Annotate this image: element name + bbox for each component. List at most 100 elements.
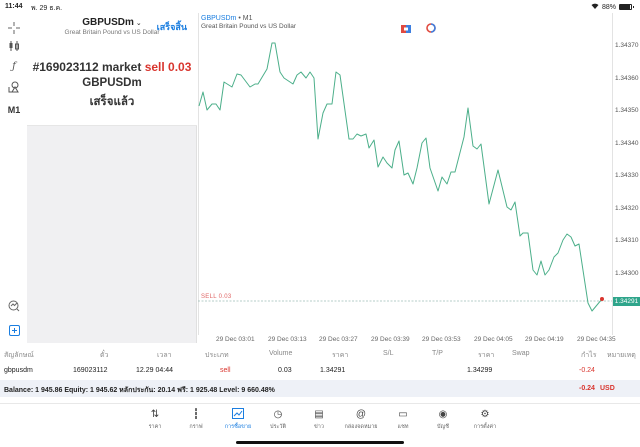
chart-icon: ┇ [192,409,200,420]
price-chart[interactable]: GBPUSDm • M1 Great Britain Pound vs US D… [198,13,640,335]
cell-type: sell [220,367,231,374]
candlestick-icon [9,41,19,51]
chart-timeframe: M1 [242,15,253,22]
price-line [198,42,603,312]
cell-profit: -0.24 [579,367,595,374]
nav-trade[interactable]: การซื้อขาย [218,408,258,431]
cell-symbol: gbpusdm [4,367,33,374]
y-tick: 1.34300 [615,270,639,277]
col-volume: Volume [269,350,293,357]
cell-open-price: 1.34291 [320,367,346,374]
nav-news[interactable]: ▤ ข่าว [299,408,339,431]
nav-history[interactable]: ◷ ประวัติ [258,408,298,431]
shapes-icon [8,81,19,93]
timeframe-button[interactable]: M1 [7,105,21,115]
ring-icon [426,23,436,33]
cell-time: 12.29 04:44 [136,367,173,374]
col-ticket: ตั๋ว [100,352,109,359]
x-tick: 29 Dec 03:13 [268,336,307,343]
symbol-description: Great Britain Pound vs US Dollar [64,29,160,36]
status-time: 11:44 [5,3,23,10]
table-row[interactable]: gbpusdm 169023112 12.29 04:44 sell 0.03 … [0,362,640,380]
cell-price: 1.34299 [467,367,493,374]
crosshair-icon [8,22,20,34]
status-right: 88% [591,3,634,11]
y-tick: 1.34330 [615,172,639,179]
x-tick: 29 Dec 03:39 [371,336,410,343]
nav-settings[interactable]: ⚙ การตั้งค่า [465,408,505,431]
x-tick: 29 Dec 03:01 [216,336,255,343]
y-tick: 1.34370 [615,42,639,49]
chart-subtitle: Great Britain Pound vs US Dollar [201,23,297,30]
y-tick: 1.34340 [615,140,639,147]
col-price: ราคา [478,352,495,359]
crosshair-button[interactable] [4,19,24,37]
trade-result-card: GBPUSDm ⌄ Great Britain Pound vs US Dolla… [27,13,197,126]
nav-chart[interactable]: ┇ กราฟ [176,408,216,431]
nav-chat[interactable]: ▭ แชท [383,408,423,431]
nav-account[interactable]: ◉ บัญชี [423,408,463,431]
col-type: ประเภท [205,352,229,359]
chart-sell-buy-button[interactable] [401,20,411,33]
x-tick: 29 Dec 03:27 [319,336,358,343]
settings-icon: ⚙ [480,409,490,420]
chart-toolbar: ƒ M1 [0,13,27,343]
nav-mailbox[interactable]: @ กล่องจดหมาย [341,408,381,431]
wifi-icon [591,3,599,11]
y-tick: 1.34350 [615,107,639,114]
bottom-nav: ⇅ ราคา ┇ กราฟ การซื้อขาย ◷ ประวัติ ▤ ข่า… [0,403,640,447]
positions-table: สัญลักษณ์ ตั๋ว เวลา ประเภท Volume ราคา S… [0,346,640,397]
order-id-text: #169023112 market [32,60,142,74]
nav-quotes[interactable]: ⇅ ราคา [135,408,175,431]
account-icon: ◉ [438,409,448,420]
status-bar: 11:44 พ. 29 ธ.ค. 88% [0,0,640,13]
y-tick: 1.34320 [615,205,639,212]
quotes-icon: ⇅ [150,409,160,420]
news-icon: ▤ [314,409,324,420]
status-date: พ. 29 ธ.ค. [31,5,63,12]
done-button[interactable]: เสร็จสิ้น [156,22,187,32]
chat-icon: ▭ [398,409,408,420]
current-price-dot [600,297,604,301]
battery-icon [619,4,634,10]
quick-trade-icon [8,300,20,312]
one-click-trading-button[interactable] [4,297,24,315]
col-time: เวลา [157,352,172,359]
symbol-name: GBPUSDm [82,17,134,28]
order-side-text: sell 0.03 [144,60,192,74]
x-tick: 29 Dec 04:19 [525,336,564,343]
chart-left-border [198,13,199,335]
objects-button[interactable] [4,78,24,96]
chart-type-button[interactable] [4,37,24,55]
cell-ticket: 169023112 [73,367,108,374]
col-symbol: สัญลักษณ์ [4,352,34,359]
col-sl: S/L [383,350,394,357]
order-result-line: #169023112 market sell 0.03 [27,60,197,74]
cell-volume: 0.03 [278,367,292,374]
function-icon: ƒ [12,60,16,72]
history-icon: ◷ [273,409,283,420]
sell-line-label: SELL 0.03 [201,294,232,300]
col-open-price: ราคา [332,352,349,359]
chart-title: GBPUSDm • M1 [201,15,253,22]
trade-panel: GBPUSDm ⌄ Great Britain Pound vs US Dolla… [27,13,197,343]
trade-icon [218,408,258,422]
chart-settings-button[interactable] [426,20,436,33]
col-tp: T/P [432,350,443,357]
new-order-button[interactable] [4,321,24,339]
col-profit: กำไร [581,352,597,359]
symbol-selector[interactable]: GBPUSDm ⌄ [27,17,197,28]
table-header: สัญลักษณ์ ตั๋ว เวลา ประเภท Volume ราคา S… [0,346,640,362]
x-tick: 29 Dec 04:05 [474,336,513,343]
balance-summary: Balance: 1 945.86 Equity: 1 945.62 หลักป… [4,387,275,394]
order-symbol: GBPUSDm [82,77,142,89]
chart-plot [198,42,612,312]
price-axis-separator [612,13,613,335]
time-axis: 29 Dec 03:01 29 Dec 03:13 29 Dec 03:27 2… [198,336,640,346]
x-tick: 29 Dec 03:53 [422,336,461,343]
home-indicator[interactable] [236,441,404,444]
indicators-button[interactable]: ƒ [4,57,24,75]
mailbox-icon: @ [355,409,367,420]
current-price-tag: 1.34291 [613,297,640,306]
